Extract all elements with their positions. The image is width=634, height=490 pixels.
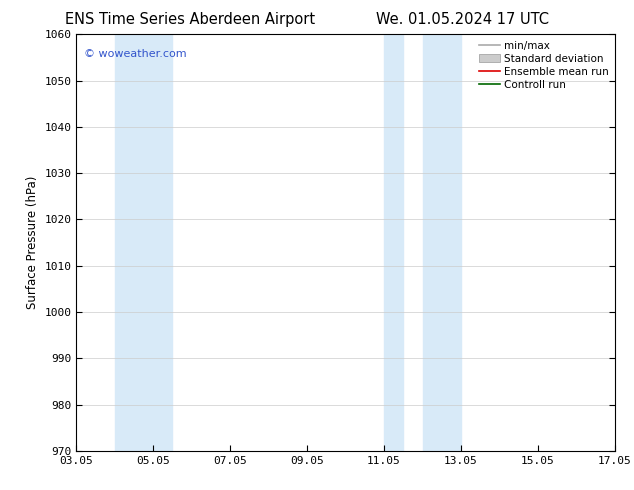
Legend: min/max, Standard deviation, Ensemble mean run, Controll run: min/max, Standard deviation, Ensemble me… [475, 36, 613, 94]
Text: © woweather.com: © woweather.com [84, 49, 187, 59]
Text: We. 01.05.2024 17 UTC: We. 01.05.2024 17 UTC [377, 12, 549, 27]
Bar [384, 34, 403, 451]
Bar [115, 34, 172, 451]
Y-axis label: Surface Pressure (hPa): Surface Pressure (hPa) [25, 176, 39, 309]
Text: ENS Time Series Aberdeen Airport: ENS Time Series Aberdeen Airport [65, 12, 315, 27]
Bar [422, 34, 461, 451]
